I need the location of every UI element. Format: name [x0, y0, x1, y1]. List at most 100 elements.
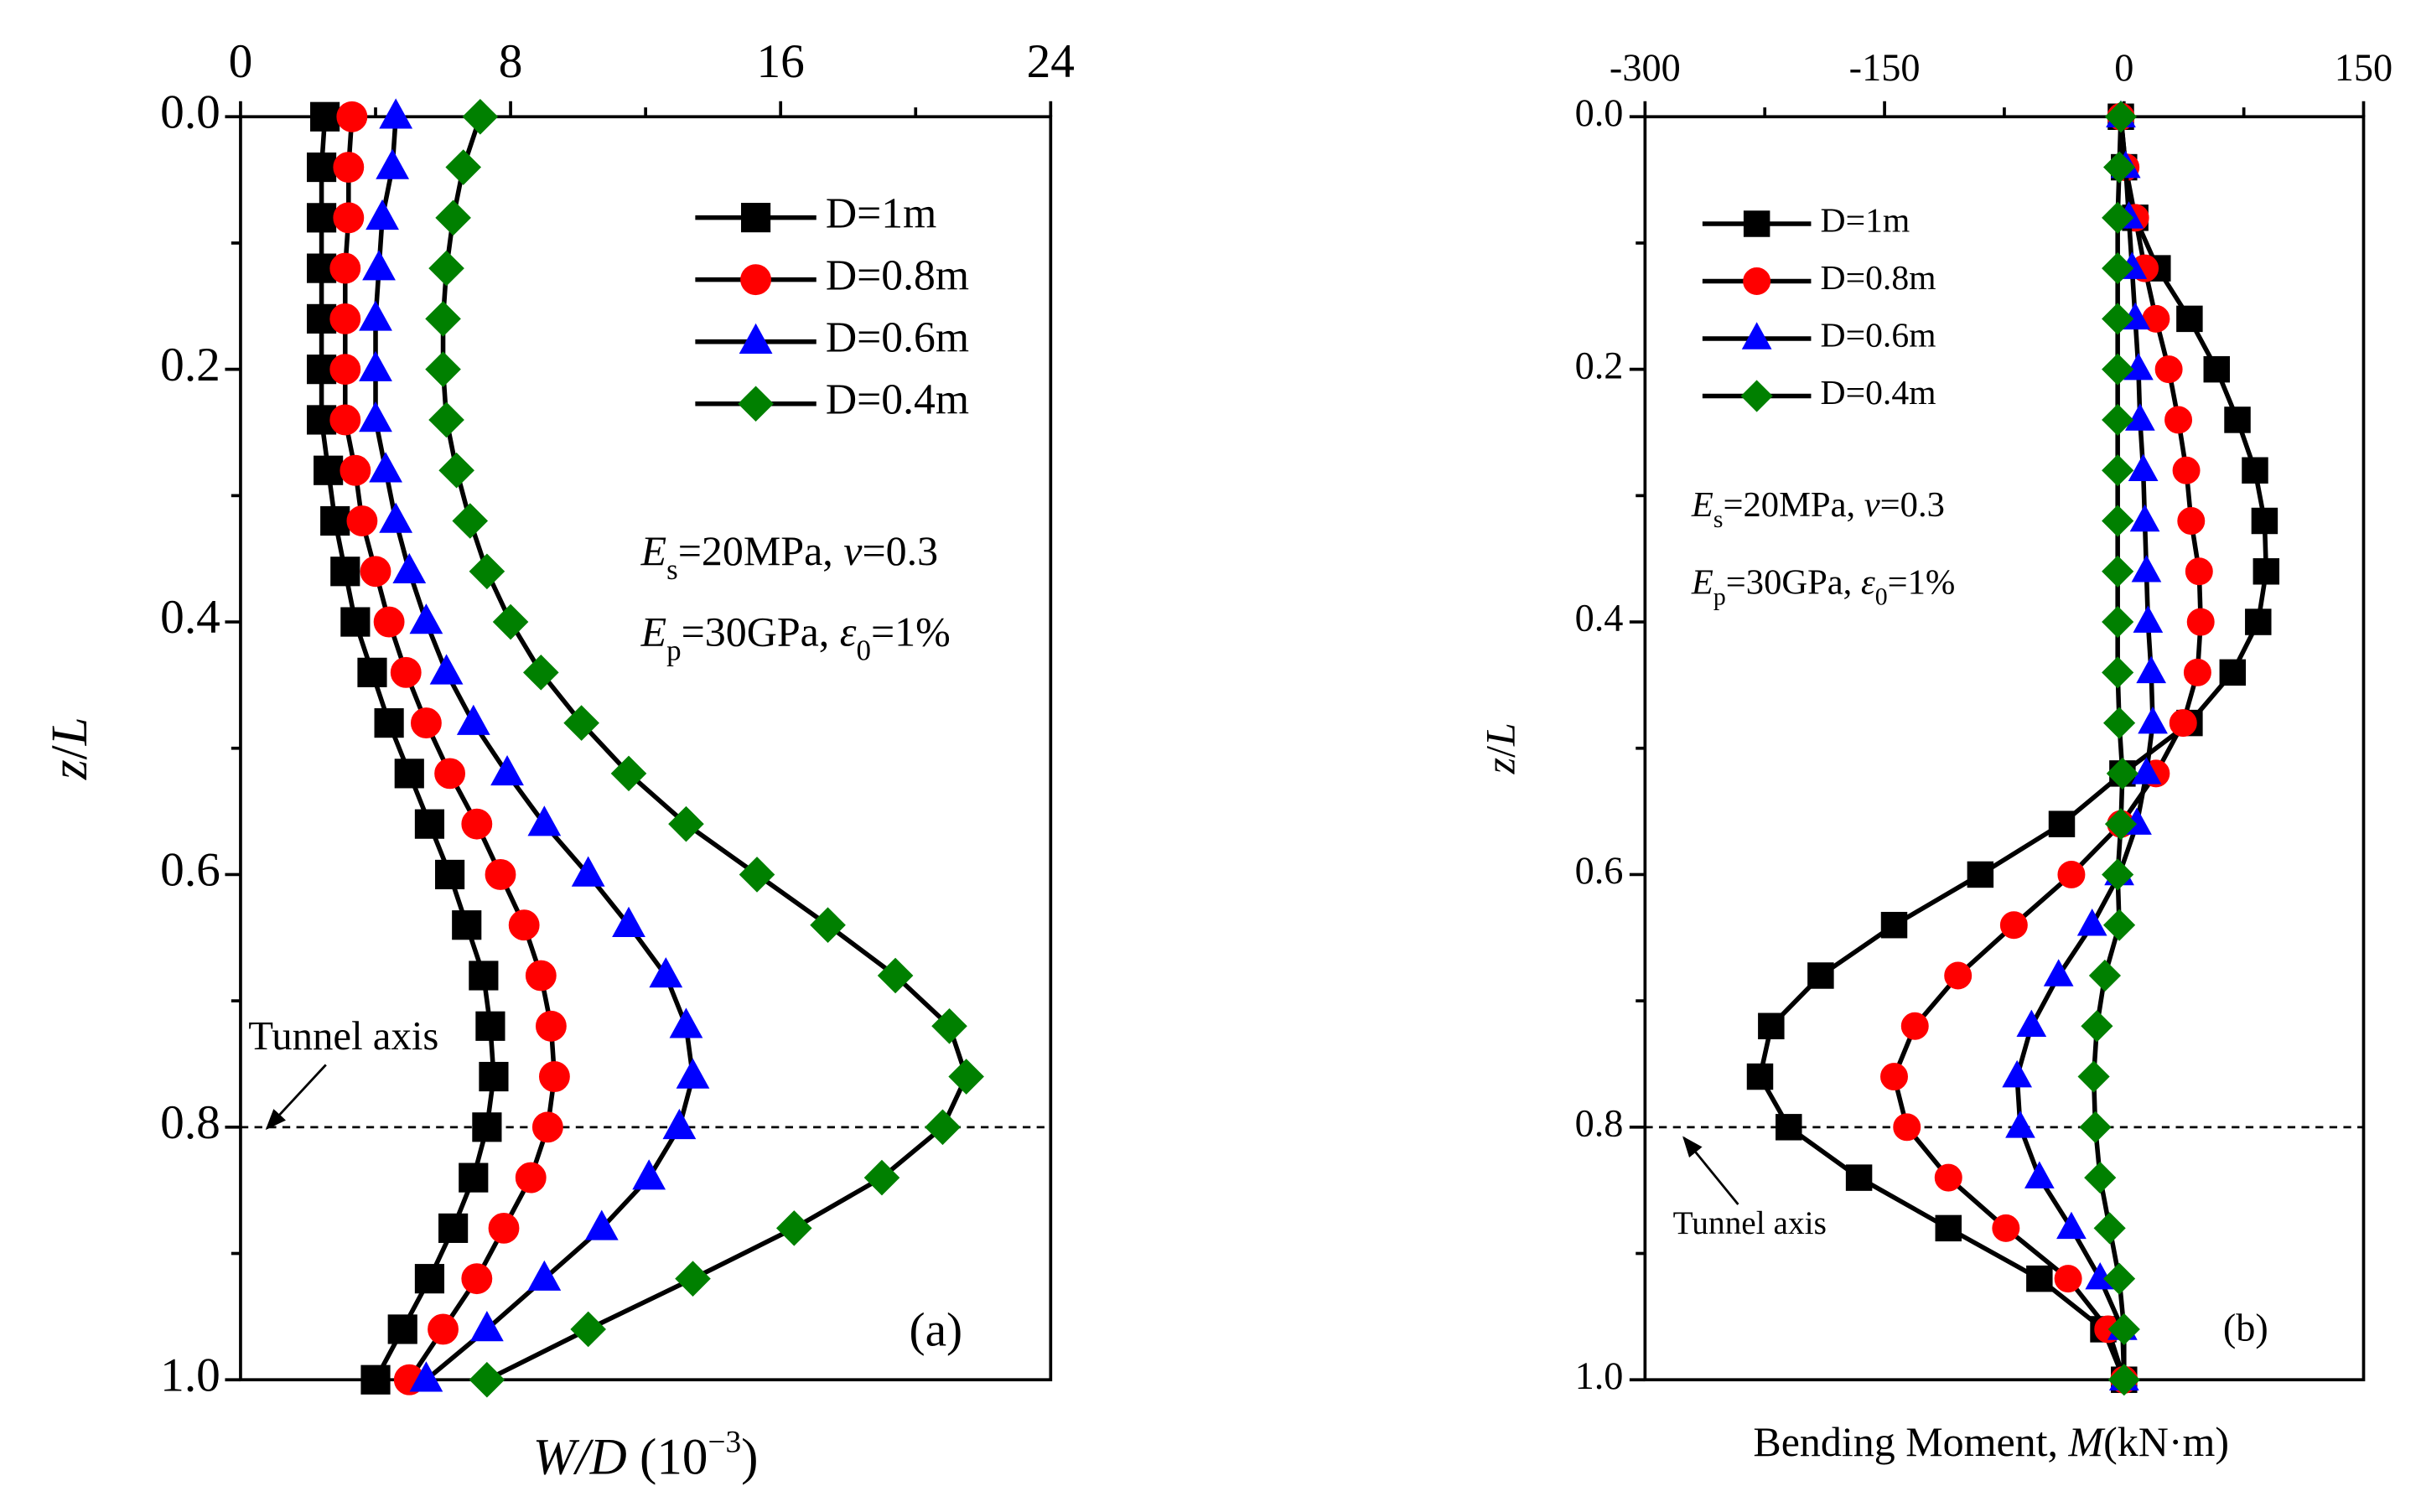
marker-circle: [508, 909, 540, 941]
marker-diamond: [739, 857, 775, 893]
marker-triangle: [739, 323, 773, 354]
y-axis-label: z/L: [42, 717, 98, 780]
marker-square: [2251, 507, 2278, 535]
marker-diamond: [570, 1311, 606, 1348]
annotation-part: v: [1864, 485, 1880, 525]
marker-diamond: [2106, 757, 2138, 790]
marker-diamond: [2102, 505, 2134, 537]
marker-circle: [336, 101, 368, 132]
annotation: Es=20MPa, v=0.3: [1691, 485, 1945, 534]
annotation-part: 0: [1875, 583, 1888, 611]
marker-circle: [1743, 267, 1771, 295]
marker-circle: [525, 960, 557, 992]
marker-diamond: [2077, 1060, 2110, 1093]
marker-diamond: [2102, 353, 2134, 386]
marker-triangle: [376, 148, 410, 179]
marker-triangle: [490, 754, 524, 786]
y-tick-label: 0.0: [1575, 92, 1624, 135]
marker-circle: [538, 1061, 570, 1092]
x-tick-label: 0: [2114, 47, 2133, 90]
marker-circle: [531, 1111, 563, 1143]
annotation-part: =1%: [871, 608, 951, 655]
marker-square: [2219, 659, 2247, 686]
x-axis-label: W/D (10−3): [533, 1425, 759, 1485]
annotation-part: =0.3: [1880, 485, 1945, 525]
marker-triangle: [359, 350, 392, 381]
y-tick-label: 1.0: [1575, 1355, 1624, 1398]
marker-square: [1758, 1012, 1785, 1040]
marker-square: [330, 557, 360, 587]
marker-triangle: [584, 1209, 619, 1240]
marker-diamond: [2102, 909, 2136, 941]
marker-diamond: [425, 301, 461, 337]
y-axis-label-part: L: [42, 717, 98, 746]
marker-triangle: [2128, 453, 2159, 481]
marker-triangle: [527, 1260, 562, 1291]
marker-triangle: [365, 199, 399, 230]
y-tick-label: 0.0: [160, 85, 220, 138]
annotation-part: p: [1713, 583, 1726, 611]
panel-label: (b): [2223, 1307, 2268, 1349]
marker-square: [1776, 1114, 1802, 1141]
marker-diamond: [445, 149, 482, 185]
marker-diamond: [428, 401, 464, 438]
x-axis-label-part: W/D: [533, 1429, 627, 1485]
marker-circle: [333, 152, 365, 183]
annotation: Ep=30GPa, ε0=1%: [1691, 562, 1956, 611]
marker-square: [387, 1314, 417, 1344]
marker-square: [414, 809, 445, 839]
marker-circle: [360, 556, 391, 588]
marker-triangle: [2076, 909, 2107, 936]
plot-frame: [1643, 115, 2366, 1382]
legend-label: D=0.6m: [826, 314, 969, 362]
marker-circle: [340, 454, 371, 486]
x-axis-label-part: ): [741, 1429, 758, 1485]
marker-diamond: [925, 1109, 961, 1146]
marker-triangle: [359, 401, 392, 432]
y-tick-label: 0.8: [1575, 1102, 1624, 1145]
y-tick-label: 0.6: [160, 844, 220, 897]
marker-square: [1743, 210, 1770, 237]
y-axis-label-part: /: [1477, 746, 1524, 758]
marker-diamond: [2102, 201, 2134, 234]
marker-square: [1967, 861, 1994, 888]
marker-square: [2203, 355, 2231, 383]
marker-square: [314, 455, 344, 485]
x-axis-label: Bending Moment, M(kN·m): [1753, 1418, 2229, 1465]
marker-circle: [461, 1263, 493, 1295]
legend-label: D=0.8m: [1821, 259, 1936, 298]
marker-triangle: [379, 98, 413, 129]
marker-diamond: [2102, 252, 2134, 285]
marker-diamond: [2088, 959, 2122, 992]
marker-diamond: [948, 1059, 984, 1095]
marker-triangle: [2056, 1211, 2087, 1240]
marker-circle: [333, 202, 365, 234]
marker-square: [2176, 305, 2203, 333]
marker-triangle: [409, 603, 443, 634]
marker-triangle: [2136, 655, 2167, 684]
annotation-part: s: [1713, 505, 1724, 533]
marker-circle: [428, 1313, 459, 1345]
marker-diamond: [2102, 858, 2134, 891]
marker-square: [357, 657, 387, 687]
marker-triangle: [379, 502, 413, 533]
marker-circle: [390, 656, 422, 688]
marker-square: [435, 859, 465, 890]
x-axis-label-part: (10: [627, 1429, 708, 1485]
marker-square: [306, 203, 337, 233]
marker-triangle: [2123, 352, 2154, 381]
marker-triangle: [669, 1007, 703, 1038]
marker-circle: [1992, 1214, 2020, 1242]
annotation-part: =20MPa,: [1724, 485, 1864, 525]
marker-diamond: [462, 98, 499, 135]
marker-triangle: [2124, 403, 2155, 431]
marker-square: [2242, 457, 2268, 484]
marker-triangle: [662, 1108, 697, 1140]
panel-label: (a): [909, 1304, 962, 1357]
marker-circle: [740, 264, 771, 296]
marker-diamond: [523, 655, 559, 691]
marker-square: [438, 1213, 469, 1243]
marker-circle: [2154, 355, 2183, 384]
marker-triangle: [362, 250, 396, 281]
marker-circle: [2183, 658, 2211, 686]
